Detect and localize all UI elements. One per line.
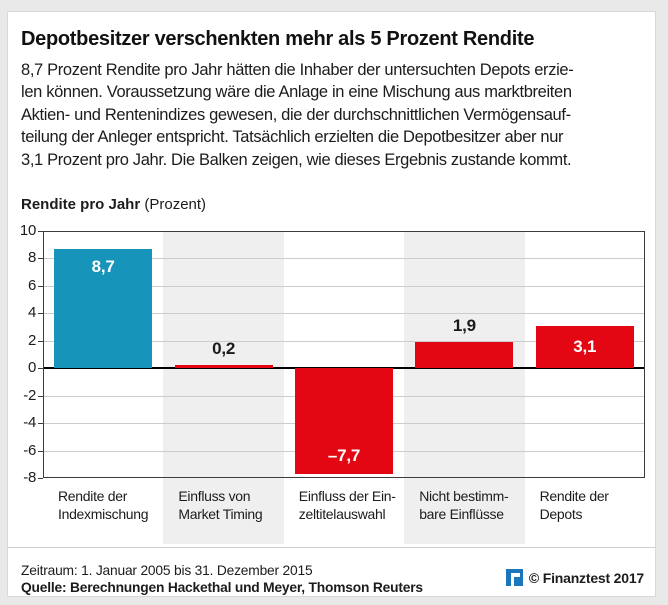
y-tick xyxy=(38,313,43,314)
y-tick-label: 0 xyxy=(27,359,36,376)
footer-divider xyxy=(8,547,655,548)
chart-axis-title-main: Rendite pro Jahr xyxy=(21,196,141,213)
y-tick-label: 6 xyxy=(27,277,36,294)
gridline xyxy=(43,341,645,342)
y-tick xyxy=(38,368,43,369)
y-tick xyxy=(38,423,43,424)
gridline xyxy=(43,286,645,287)
finanztest-logo-pole xyxy=(510,573,514,586)
infographic-card: Depotbesitzer verschenkten mehr als 5 Pr… xyxy=(7,11,656,597)
bar xyxy=(535,325,634,369)
category-label: Einfluss von Market Timing xyxy=(178,488,263,522)
y-tick-label: 4 xyxy=(27,304,36,321)
intro-line: Aktien- und Rentenindizes gewesen, die d… xyxy=(21,105,571,124)
y-tick xyxy=(38,258,43,259)
bar xyxy=(415,342,514,369)
copyright-text: © Finanztest 2017 xyxy=(528,569,644,586)
intro-line: len können. Voraussetzung wäre die Anlag… xyxy=(21,83,572,102)
y-tick xyxy=(38,341,43,342)
bar-value-label: 0,2 xyxy=(212,339,236,359)
y-tick-label: 2 xyxy=(27,332,36,349)
bar xyxy=(295,368,393,474)
period-note: Zeitraum: 1. Januar 2005 bis 31. Dezembe… xyxy=(21,563,313,578)
page-title: Depotbesitzer verschenkten mehr als 5 Pr… xyxy=(21,28,535,50)
category-label: Rendite der Depots xyxy=(539,488,609,522)
copyright: © Finanztest 2017 xyxy=(505,569,644,586)
y-tick-label: -8 xyxy=(23,469,36,486)
bar xyxy=(174,365,273,369)
y-tick xyxy=(38,231,43,232)
finanztest-logo-flag xyxy=(510,573,520,577)
intro-line: teilung der Anleger entspricht. Tatsächl… xyxy=(21,128,564,147)
bar-value-label: 1,9 xyxy=(452,316,476,336)
intro-text: 8,7 Prozent Rendite pro Jahr hätten die … xyxy=(21,59,649,171)
y-tick xyxy=(38,396,43,397)
y-tick xyxy=(38,286,43,287)
bar-value-label: –7,7 xyxy=(327,445,361,465)
y-tick-label: 8 xyxy=(27,249,36,266)
bar-value-label: 8,7 xyxy=(91,256,115,276)
intro-line: 8,7 Prozent Rendite pro Jahr hätten die … xyxy=(21,61,574,79)
chart-axis-title-unit: (Prozent) xyxy=(144,196,207,213)
zero-axis-line xyxy=(43,367,645,369)
bar xyxy=(54,248,153,369)
category-label: Rendite der Indexmischung xyxy=(58,488,149,522)
y-tick-label: -4 xyxy=(23,414,36,431)
chart-axis-title: Rendite pro Jahr (Prozent) xyxy=(21,196,206,213)
intro-line: 3,1 Prozent pro Jahr. Die Balken zeigen,… xyxy=(21,150,572,169)
column-shading-band xyxy=(404,231,525,544)
y-tick-label: 10 xyxy=(19,222,36,239)
y-tick-label: -2 xyxy=(23,387,36,404)
category-label: Nicht bestimm-bare Einflüsse xyxy=(419,488,509,522)
gridline xyxy=(43,313,645,314)
category-label: Einfluss der Ein-zeltitelauswahl xyxy=(298,488,396,522)
gridline xyxy=(43,258,645,259)
source-note: Quelle: Berechnungen Hackethal und Meyer… xyxy=(21,580,423,595)
y-tick xyxy=(38,478,43,479)
bar-value-label: 3,1 xyxy=(573,336,597,356)
plot-frame xyxy=(43,231,645,478)
y-tick-label: -6 xyxy=(23,442,36,459)
bar-chart: 10 8 6 4 2 0 -2 -4 -6 -8 8,7 0,2 –7,7 1,9 3,1 Rendite d… xyxy=(8,223,657,545)
y-tick xyxy=(38,451,43,452)
finanztest-logo-icon xyxy=(505,569,523,586)
column-shading-band xyxy=(163,231,284,544)
